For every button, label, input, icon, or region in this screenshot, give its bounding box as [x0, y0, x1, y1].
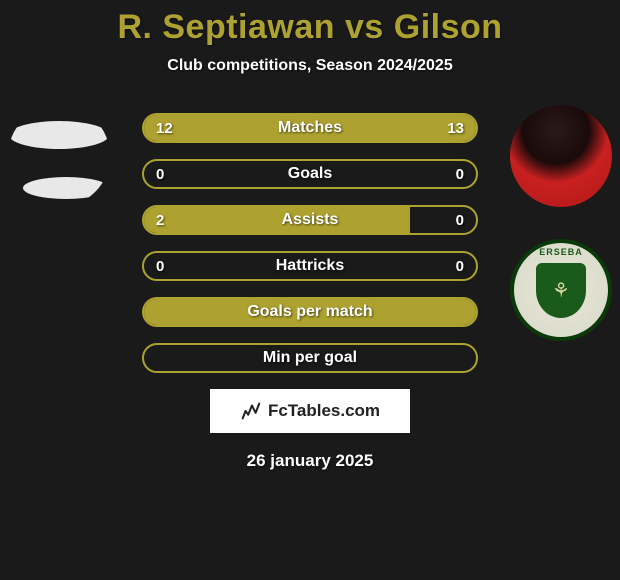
player-left-column	[8, 105, 110, 207]
stat-label: Hattricks	[144, 253, 476, 279]
brand-text: FcTables.com	[268, 401, 380, 421]
fctables-logo-icon	[240, 400, 262, 422]
subtitle: Club competitions, Season 2024/2025	[0, 57, 620, 75]
stat-value-right: 0	[456, 253, 464, 279]
club-logo-shield-icon: ⚘	[536, 263, 586, 318]
stat-bar: 0Goals0	[142, 159, 478, 189]
stat-label: Matches	[144, 115, 476, 141]
stat-bar: Min per goal	[142, 343, 478, 373]
stat-bar: 12Matches13	[142, 113, 478, 143]
stat-bar: Goals per match	[142, 297, 478, 327]
stat-value-right: 13	[447, 115, 464, 141]
stat-value-right: 0	[456, 207, 464, 233]
player-right-photo	[510, 105, 612, 207]
stat-label: Min per goal	[144, 345, 476, 371]
date-text: 26 january 2025	[0, 451, 620, 471]
stat-bars: 12Matches130Goals02Assists00Hattricks0Go…	[142, 105, 478, 373]
page-title: R. Septiawan vs Gilson	[0, 8, 620, 47]
brand-badge[interactable]: FcTables.com	[210, 389, 410, 433]
player-right-column: ERSEBA ⚘	[510, 105, 612, 341]
stat-label: Goals per match	[144, 299, 476, 325]
club-logo-symbol-icon: ⚘	[552, 278, 570, 303]
placeholder-avatar-icon	[9, 113, 109, 199]
club-logo-text: ERSEBA	[539, 247, 583, 257]
stat-bar: 2Assists0	[142, 205, 478, 235]
player-left-photo	[8, 105, 110, 207]
stat-label: Goals	[144, 161, 476, 187]
player-right-club-logo: ERSEBA ⚘	[510, 239, 612, 341]
stats-area: ERSEBA ⚘ 12Matches130Goals02Assists00Hat…	[0, 105, 620, 373]
stat-bar: 0Hattricks0	[142, 251, 478, 281]
stat-label: Assists	[144, 207, 476, 233]
comparison-card: R. Septiawan vs Gilson Club competitions…	[0, 0, 620, 580]
stat-value-right: 0	[456, 161, 464, 187]
